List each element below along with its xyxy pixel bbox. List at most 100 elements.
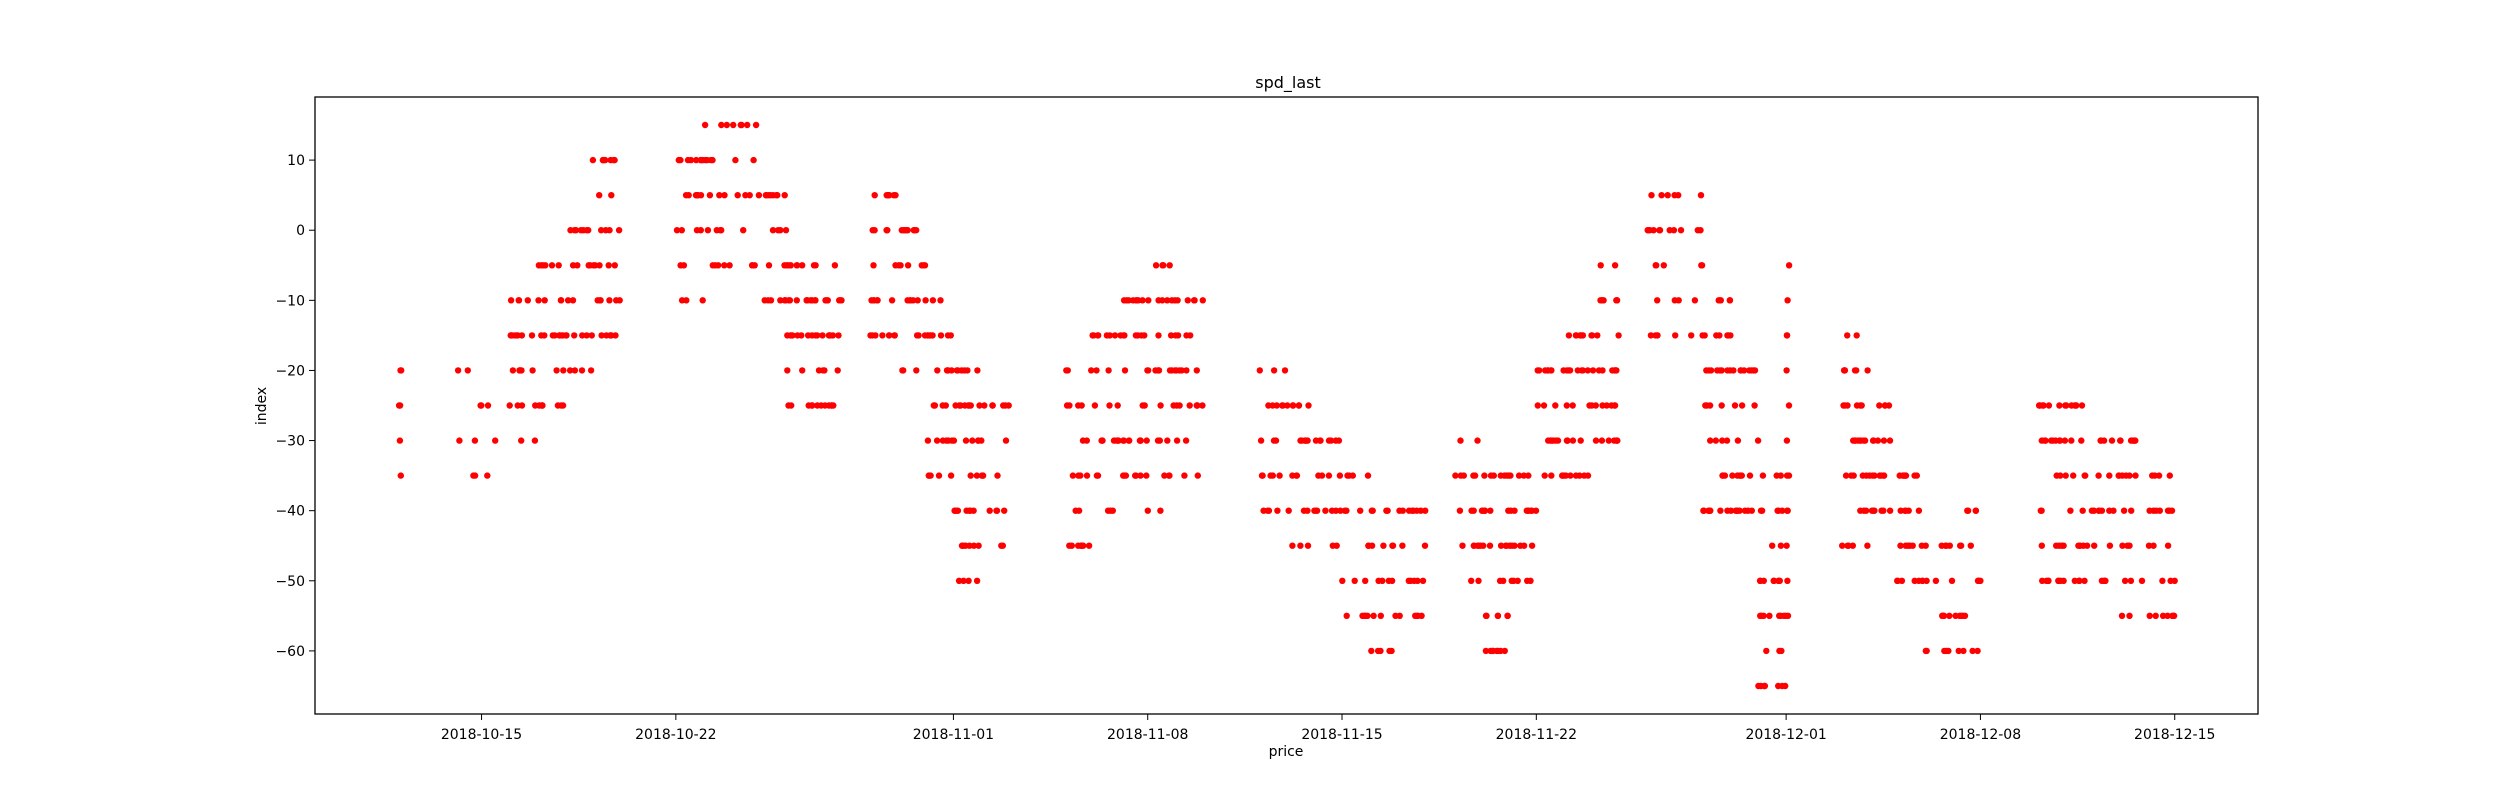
data-point: [1344, 472, 1351, 479]
data-point: [596, 262, 603, 269]
data-point: [1389, 542, 1397, 549]
data-point: [1785, 262, 1793, 269]
data-point: [1592, 402, 1600, 409]
y-tick-label: 10: [287, 153, 305, 169]
data-point: [1717, 507, 1724, 514]
data-point: [699, 297, 706, 304]
data-point: [805, 402, 812, 409]
data-point: [1482, 612, 1490, 619]
y-tick-label: −30: [275, 434, 305, 450]
data-point: [874, 297, 881, 304]
data-point: [1368, 542, 1376, 549]
data-point: [1719, 437, 1726, 444]
data-point: [396, 437, 404, 444]
data-point: [2057, 472, 2064, 479]
data-point: [834, 367, 841, 374]
data-point: [1339, 577, 1346, 584]
data-point: [1844, 332, 1851, 339]
data-point: [1567, 472, 1574, 479]
data-point: [1520, 472, 1528, 479]
data-point: [2038, 507, 2045, 514]
data-point: [1707, 367, 1715, 374]
data-point: [2057, 577, 2064, 584]
data-point: [818, 402, 825, 409]
data-point: [1769, 542, 1776, 549]
data-point: [1155, 297, 1162, 304]
data-point: [1364, 472, 1372, 479]
x-axis-label: price: [1269, 744, 1304, 760]
data-point: [785, 402, 792, 409]
data-point: [1368, 647, 1375, 655]
data-point: [2078, 402, 2086, 409]
data-point: [1705, 507, 1713, 514]
data-point: [835, 332, 842, 339]
data-point: [559, 402, 567, 409]
data-point: [1145, 297, 1152, 304]
data-point: [954, 367, 962, 374]
data-point: [1414, 612, 1422, 619]
data-point: [470, 472, 477, 479]
data-point: [1719, 472, 1727, 479]
data-point: [1783, 332, 1791, 339]
data-point: [1475, 577, 1482, 584]
data-point: [396, 402, 404, 409]
data-point: [774, 227, 782, 234]
data-point: [2063, 402, 2070, 409]
data-point: [1114, 437, 1121, 444]
data-point: [1132, 472, 1139, 479]
data-point: [1527, 577, 1534, 584]
data-point: [607, 332, 614, 339]
data-point: [1876, 402, 1883, 409]
data-point: [967, 507, 974, 514]
data-point: [1758, 612, 1765, 619]
data-point: [1066, 542, 1073, 549]
data-point: [2091, 542, 2098, 549]
data-point: [950, 437, 958, 444]
data-point: [1923, 577, 1930, 584]
data-point: [563, 332, 570, 339]
data-point: [879, 332, 886, 339]
data-point: [2056, 437, 2063, 444]
data-point: [767, 192, 774, 199]
data-point: [1167, 332, 1175, 339]
data-point: [937, 297, 944, 304]
data-point: [1088, 367, 1095, 374]
data-point: [930, 402, 937, 409]
data-point: [1770, 577, 1777, 584]
data-point: [975, 542, 982, 549]
data-point: [1343, 612, 1350, 619]
data-point: [600, 156, 607, 164]
data-point: [1399, 507, 1407, 514]
data-point: [1164, 437, 1171, 444]
data-point: [1478, 507, 1486, 514]
data-point: [1586, 402, 1593, 409]
data-point: [734, 192, 741, 199]
data-point: [1157, 402, 1164, 409]
data-point: [541, 297, 548, 304]
data-point: [1305, 402, 1312, 409]
data-point: [2048, 437, 2055, 444]
data-point: [1384, 507, 1391, 514]
data-point: [1646, 227, 1654, 234]
data-point: [1932, 577, 1940, 584]
data-point: [1257, 437, 1265, 444]
data-point: [397, 367, 404, 374]
data-point: [1182, 437, 1190, 444]
data-point: [579, 332, 586, 339]
data-point: [1563, 437, 1571, 444]
data-point: [598, 332, 605, 339]
data-point: [956, 402, 963, 409]
data-point: [1399, 542, 1406, 549]
data-point: [1599, 402, 1606, 409]
data-point: [999, 542, 1006, 549]
data-point: [973, 472, 981, 479]
data-point: [2150, 542, 2157, 549]
data-point: [939, 437, 947, 444]
data-point: [1694, 227, 1702, 234]
data-point: [1178, 367, 1185, 374]
data-point: [1375, 577, 1382, 584]
data-point: [574, 262, 581, 269]
data-point: [1091, 402, 1099, 409]
data-point: [1939, 612, 1946, 619]
data-point: [578, 367, 586, 374]
